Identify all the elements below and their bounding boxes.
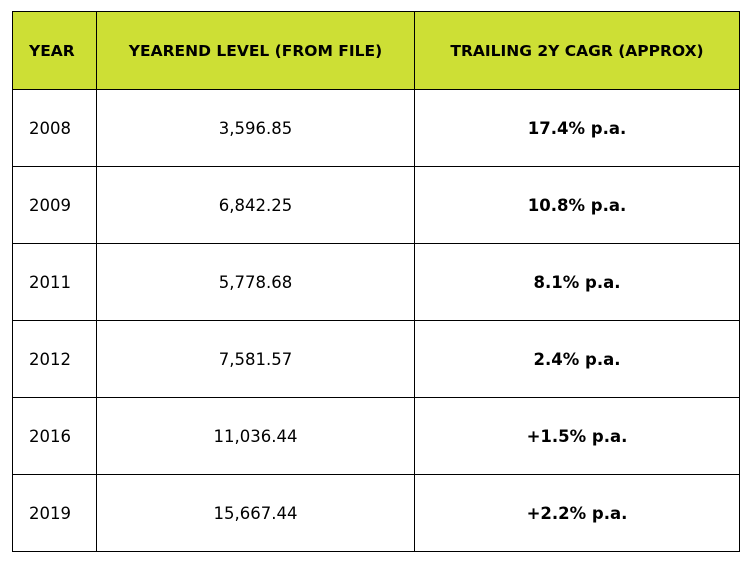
cagr-cell: +2.2% p.a. bbox=[414, 474, 740, 552]
table-row: 2009 6,842.25 10.8% p.a. bbox=[12, 166, 740, 244]
table-row: 2008 3,596.85 17.4% p.a. bbox=[12, 89, 740, 167]
year-cell: 2012 bbox=[12, 320, 97, 398]
year-cell: 2011 bbox=[12, 243, 97, 321]
cagr-cell: 2.4% p.a. bbox=[414, 320, 740, 398]
table-row: 2019 15,667.44 +2.2% p.a. bbox=[12, 474, 740, 552]
level-cell: 7,581.57 bbox=[96, 320, 415, 398]
cagr-cell: 17.4% p.a. bbox=[414, 89, 740, 167]
header-trailing-cagr: TRAILING 2Y CAGR (APPROX) bbox=[414, 11, 740, 90]
table-row: 2016 11,036.44 +1.5% p.a. bbox=[12, 397, 740, 475]
year-cell: 2019 bbox=[12, 474, 97, 552]
level-cell: 6,842.25 bbox=[96, 166, 415, 244]
header-yearend-level: YEAREND LEVEL (FROM FILE) bbox=[96, 11, 415, 90]
table-header: YEAR YEAREND LEVEL (FROM FILE) TRAILING … bbox=[12, 11, 740, 90]
data-table: YEAR YEAREND LEVEL (FROM FILE) TRAILING … bbox=[12, 11, 740, 552]
cagr-cell: 10.8% p.a. bbox=[414, 166, 740, 244]
year-cell: 2016 bbox=[12, 397, 97, 475]
table-row: 2011 5,778.68 8.1% p.a. bbox=[12, 243, 740, 321]
table-row: 2012 7,581.57 2.4% p.a. bbox=[12, 320, 740, 398]
cagr-cell: 8.1% p.a. bbox=[414, 243, 740, 321]
cagr-cell: +1.5% p.a. bbox=[414, 397, 740, 475]
table-body: 2008 3,596.85 17.4% p.a. 2009 6,842.25 1… bbox=[12, 89, 740, 552]
year-cell: 2008 bbox=[12, 89, 97, 167]
level-cell: 15,667.44 bbox=[96, 474, 415, 552]
year-cell: 2009 bbox=[12, 166, 97, 244]
header-year: YEAR bbox=[12, 11, 97, 90]
header-row: YEAR YEAREND LEVEL (FROM FILE) TRAILING … bbox=[12, 11, 740, 90]
level-cell: 5,778.68 bbox=[96, 243, 415, 321]
level-cell: 3,596.85 bbox=[96, 89, 415, 167]
level-cell: 11,036.44 bbox=[96, 397, 415, 475]
